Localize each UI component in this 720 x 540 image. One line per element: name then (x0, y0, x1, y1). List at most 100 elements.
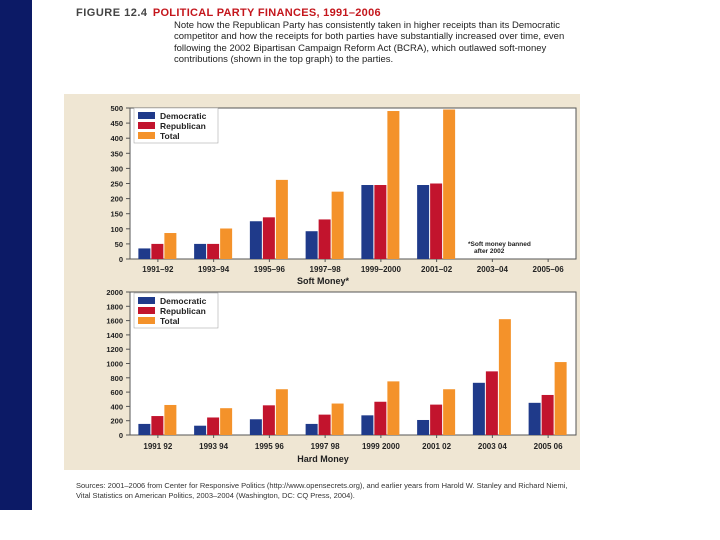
x-tick-label: 1995–96 (254, 265, 286, 274)
bar-democratic (361, 185, 374, 259)
bar-democratic (249, 419, 262, 435)
x-axis-title: Hard Money (297, 454, 349, 464)
y-tick-label: 200 (110, 417, 123, 426)
y-tick-label: 1200 (106, 345, 123, 354)
bar-republican (262, 217, 275, 259)
bar-republican (262, 405, 275, 435)
figure-caption: Note how the Republican Party has consis… (174, 19, 565, 66)
chart-panel: 0 50 100 150 200 250 300 350 400 450 500 1991–92 199… (64, 94, 580, 470)
y-tick-label: 450 (110, 119, 123, 128)
y-tick-label: 1000 (106, 360, 123, 369)
y-tick-label: 50 (115, 240, 123, 249)
figure-header: FIGURE 12.4 POLITICAL PARTY FINANCES, 19… (76, 7, 586, 66)
bar-democratic (361, 415, 374, 435)
y-tick-label: 300 (110, 164, 123, 173)
x-axis-title: Soft Money* (297, 276, 349, 286)
y-tick-label: 1600 (106, 317, 123, 326)
bar-democratic (528, 402, 541, 435)
bar-republican (374, 401, 387, 435)
figure-number: FIGURE 12.4 (76, 7, 148, 19)
bar-total (443, 389, 456, 435)
bar-republican (318, 219, 331, 259)
y-tick-label: 200 (110, 195, 123, 204)
x-tick-label: 1997–98 (310, 265, 342, 274)
x-tick-label: 2003–04 (477, 265, 509, 274)
bar-republican (374, 185, 387, 259)
bar-republican (318, 414, 331, 435)
legend-label-republican: Republican (160, 306, 206, 316)
bar-democratic (305, 231, 318, 259)
y-tick-label: 0 (119, 255, 123, 264)
bar-republican (430, 183, 443, 259)
legend-swatch-total (138, 317, 155, 324)
x-tick-label: 2005 06 (534, 442, 563, 451)
figure-source: Sources: 2001–2006 from Center for Respo… (76, 481, 568, 500)
bar-democratic (417, 185, 430, 259)
bar-total (443, 109, 456, 259)
bar-republican (541, 394, 554, 435)
bar-total (387, 111, 400, 259)
y-tick-label: 1400 (106, 331, 123, 340)
x-tick-label: 1995 96 (255, 442, 284, 451)
x-tick-label: 1999 2000 (362, 442, 400, 451)
legend-label-democratic: Democratic (160, 296, 207, 306)
annotation-line-2: after 2002 (474, 248, 505, 255)
x-tick-label: 1999–2000 (361, 265, 402, 274)
bar-democratic (305, 423, 318, 435)
legend-swatch-democratic (138, 297, 155, 304)
bar-republican (485, 371, 498, 435)
legend-swatch-democratic (138, 112, 155, 119)
legend-swatch-total (138, 132, 155, 139)
x-tick-label: 1991 92 (143, 442, 172, 451)
y-tick-label: 350 (110, 149, 123, 158)
x-tick-label: 1997 98 (311, 442, 340, 451)
bar-democratic (417, 419, 430, 435)
legend-label-total: Total (160, 131, 180, 141)
legend-swatch-republican (138, 122, 155, 129)
x-tick-label: 2001 02 (422, 442, 451, 451)
y-tick-label: 250 (110, 180, 123, 189)
annotation-line-1: *Soft money banned (468, 241, 531, 248)
bar-republican (151, 243, 164, 259)
y-tick-label: 400 (110, 402, 123, 411)
bar-total (387, 381, 400, 435)
slide-sidebar-gap (0, 510, 32, 540)
x-tick-label: 2005–06 (533, 265, 565, 274)
bar-republican (207, 417, 220, 435)
legend-label-democratic: Democratic (160, 111, 207, 121)
bar-total (275, 179, 288, 259)
bar-democratic (138, 423, 151, 435)
y-tick-label: 800 (110, 374, 123, 383)
x-tick-label: 1993–94 (198, 265, 230, 274)
bar-democratic (472, 382, 485, 435)
y-tick-label: 0 (119, 431, 123, 440)
bar-republican (207, 243, 220, 259)
bar-total (275, 389, 288, 435)
bar-total (164, 404, 177, 435)
bar-total (554, 362, 567, 435)
y-tick-label: 1800 (106, 302, 123, 311)
bar-total (331, 191, 344, 259)
x-tick-label: 1993 94 (199, 442, 228, 451)
chart-svg: 0 50 100 150 200 250 300 350 400 450 500 1991–92 199… (106, 104, 577, 464)
bar-democratic (194, 243, 207, 259)
bar-total (498, 319, 511, 435)
bar-total (220, 408, 233, 435)
bar-total (331, 403, 344, 435)
legend-label-republican: Republican (160, 121, 206, 131)
x-tick-label: 2001–02 (421, 265, 453, 274)
chart-2: 0 200 400 600 800 1000 1200 1400 1600 1800 2000 199… (106, 288, 577, 464)
y-tick-label: 100 (110, 225, 123, 234)
bar-democratic (249, 221, 262, 259)
bar-total (164, 233, 177, 259)
bar-republican (430, 404, 443, 435)
x-tick-label: 1991–92 (142, 265, 174, 274)
bar-democratic (138, 248, 151, 259)
y-tick-label: 500 (110, 104, 123, 113)
y-tick-label: 150 (110, 210, 123, 219)
bar-total (220, 228, 233, 259)
x-tick-label: 2003 04 (478, 442, 507, 451)
legend-label-total: Total (160, 316, 180, 326)
